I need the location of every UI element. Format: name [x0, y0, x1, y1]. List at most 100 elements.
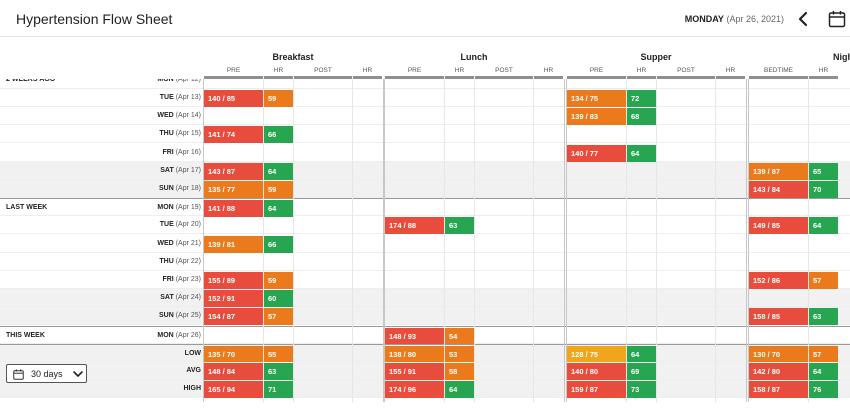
column-divider	[293, 79, 294, 402]
heart-rate-cell[interactable]: 64	[809, 217, 838, 235]
bp-reading-cell[interactable]: 158 / 85	[749, 308, 808, 326]
heart-rate-cell[interactable]: 59	[264, 272, 293, 289]
heart-rate-cell[interactable]: 58	[445, 363, 474, 380]
bp-reading-cell[interactable]: 165 / 94	[204, 381, 263, 399]
day-date: (Apr 13)	[175, 94, 201, 101]
bp-reading-cell[interactable]: 141 / 88	[204, 200, 263, 218]
bp-reading-cell[interactable]: 140 / 80	[567, 363, 626, 380]
bp-reading-cell[interactable]: 158 / 87	[749, 381, 808, 399]
heart-rate-cell[interactable]: 54	[445, 327, 474, 345]
column-divider	[656, 79, 657, 402]
bp-reading-cell[interactable]: 130 / 70	[749, 345, 808, 363]
bp-reading-cell[interactable]: 148 / 93	[385, 327, 444, 345]
column-header-bar	[385, 76, 444, 79]
heart-rate-cell[interactable]: 66	[264, 126, 293, 144]
heart-rate-cell[interactable]: 64	[627, 144, 656, 162]
bp-reading-cell[interactable]: 140 / 77	[567, 144, 626, 162]
bp-reading-cell[interactable]: 139 / 81	[204, 235, 263, 253]
heart-rate-cell[interactable]: 53	[445, 345, 474, 363]
bp-reading-cell[interactable]: 154 / 87	[204, 308, 263, 326]
heart-rate-cell[interactable]: 60	[264, 290, 293, 308]
table-row: TUE (Apr 13) 140 / 85 59 134 / 75 72	[0, 89, 850, 107]
bp-reading-cell[interactable]: 140 / 85	[204, 90, 263, 107]
heart-rate-cell[interactable]: 59	[264, 90, 293, 107]
day-name: FRI	[162, 276, 174, 283]
previous-date-button[interactable]	[796, 11, 810, 27]
bp-reading-cell[interactable]: 143 / 87	[204, 162, 263, 180]
heart-rate-cell[interactable]: 68	[627, 108, 656, 126]
column-header-bar	[749, 76, 808, 79]
heart-rate-cell[interactable]: 57	[809, 345, 838, 363]
heart-rate-cell[interactable]: 63	[809, 308, 838, 326]
bp-reading-cell[interactable]: 174 / 88	[385, 217, 444, 235]
heart-rate-cell[interactable]: 71	[264, 381, 293, 399]
section-label: LAST WEEK	[6, 204, 48, 212]
column-divider	[263, 79, 264, 402]
section-label: THIS WEEK	[6, 331, 45, 339]
day-name: WED	[157, 239, 174, 247]
bp-reading-cell[interactable]: 152 / 86	[749, 272, 808, 289]
meal-header-lunch: Lunch	[460, 52, 488, 62]
day-date: (Apr 17)	[175, 166, 201, 174]
bp-reading-cell[interactable]: 143 / 84	[749, 181, 808, 198]
table-row: WED (Apr 21) 139 / 81 66	[0, 235, 850, 253]
day-label: FRI (Apr 16)	[162, 149, 201, 156]
day-date: (Apr 16)	[175, 148, 201, 156]
day-date: (Apr 26)	[175, 331, 201, 339]
bp-reading-cell[interactable]: 142 / 80	[749, 363, 808, 380]
day-label: LOW	[185, 350, 201, 357]
bp-reading-cell[interactable]: 134 / 75	[567, 90, 626, 107]
bp-reading-cell[interactable]: 155 / 89	[204, 272, 263, 289]
day-date: (Apr 15)	[175, 130, 201, 138]
heart-rate-cell[interactable]: 66	[264, 235, 293, 253]
heart-rate-cell[interactable]: 63	[264, 363, 293, 380]
column-header: HR	[636, 67, 647, 74]
heart-rate-cell[interactable]: 64	[627, 345, 656, 363]
bp-reading-cell[interactable]: 138 / 80	[385, 345, 444, 363]
bp-reading-cell[interactable]: 139 / 83	[567, 108, 626, 126]
heart-rate-cell[interactable]: 63	[445, 217, 474, 235]
day-label: TUE (Apr 13)	[160, 94, 201, 101]
bp-reading-cell[interactable]: 148 / 84	[204, 363, 263, 380]
heart-rate-cell[interactable]: 70	[809, 181, 838, 198]
heart-rate-cell[interactable]: 65	[809, 162, 838, 180]
heart-rate-cell[interactable]: 57	[264, 308, 293, 326]
day-name: TUE	[159, 94, 174, 101]
heart-rate-cell[interactable]: 57	[809, 272, 838, 289]
column-header: HR	[818, 67, 829, 74]
day-label: AVG	[186, 367, 201, 374]
bp-reading-cell[interactable]: 139 / 87	[749, 162, 808, 180]
heart-rate-cell[interactable]: 59	[264, 181, 293, 198]
bp-reading-cell[interactable]: 159 / 87	[567, 381, 626, 399]
table-row: HIGH 165 / 94 71 174 / 96 64 159 / 87 73 158 / …	[0, 380, 850, 399]
calendar-icon	[13, 369, 24, 380]
bp-reading-cell[interactable]: 149 / 85	[749, 217, 808, 235]
bp-reading-cell[interactable]: 128 / 75	[567, 345, 626, 363]
column-header-bar	[809, 76, 838, 79]
bp-reading-cell[interactable]: 152 / 91	[204, 290, 263, 308]
day-label: SUN (Apr 25)	[159, 312, 201, 319]
column-header-bar	[264, 76, 293, 79]
bp-reading-cell[interactable]: 135 / 77	[204, 181, 263, 198]
heart-rate-cell[interactable]: 64	[809, 363, 838, 380]
heart-rate-cell[interactable]: 73	[627, 381, 656, 399]
day-label: THU (Apr 15)	[159, 130, 201, 137]
day-label: WED (Apr 14)	[157, 112, 201, 119]
calendar-button[interactable]	[828, 10, 846, 28]
heart-rate-cell[interactable]: 64	[445, 381, 474, 399]
heart-rate-cell[interactable]: 64	[264, 162, 293, 180]
bp-reading-cell[interactable]: 155 / 91	[385, 363, 444, 380]
day-name: SUN	[158, 312, 174, 320]
heart-rate-cell[interactable]: 76	[809, 381, 838, 399]
range-selector[interactable]: 30 days	[6, 364, 87, 383]
heart-rate-cell[interactable]: 69	[627, 363, 656, 380]
heart-rate-cell[interactable]: 55	[264, 345, 293, 363]
heart-rate-cell[interactable]: 72	[627, 90, 656, 107]
heart-rate-cell[interactable]: 64	[264, 200, 293, 218]
table-row: THU (Apr 22)	[0, 253, 850, 271]
bp-reading-cell[interactable]: 174 / 96	[385, 381, 444, 399]
table-row: LOW 135 / 70 55 138 / 80 53 128 / 75 64 130 / 7…	[0, 343, 850, 363]
column-divider	[748, 79, 749, 402]
bp-reading-cell[interactable]: 141 / 74	[204, 126, 263, 144]
bp-reading-cell[interactable]: 135 / 70	[204, 345, 263, 363]
